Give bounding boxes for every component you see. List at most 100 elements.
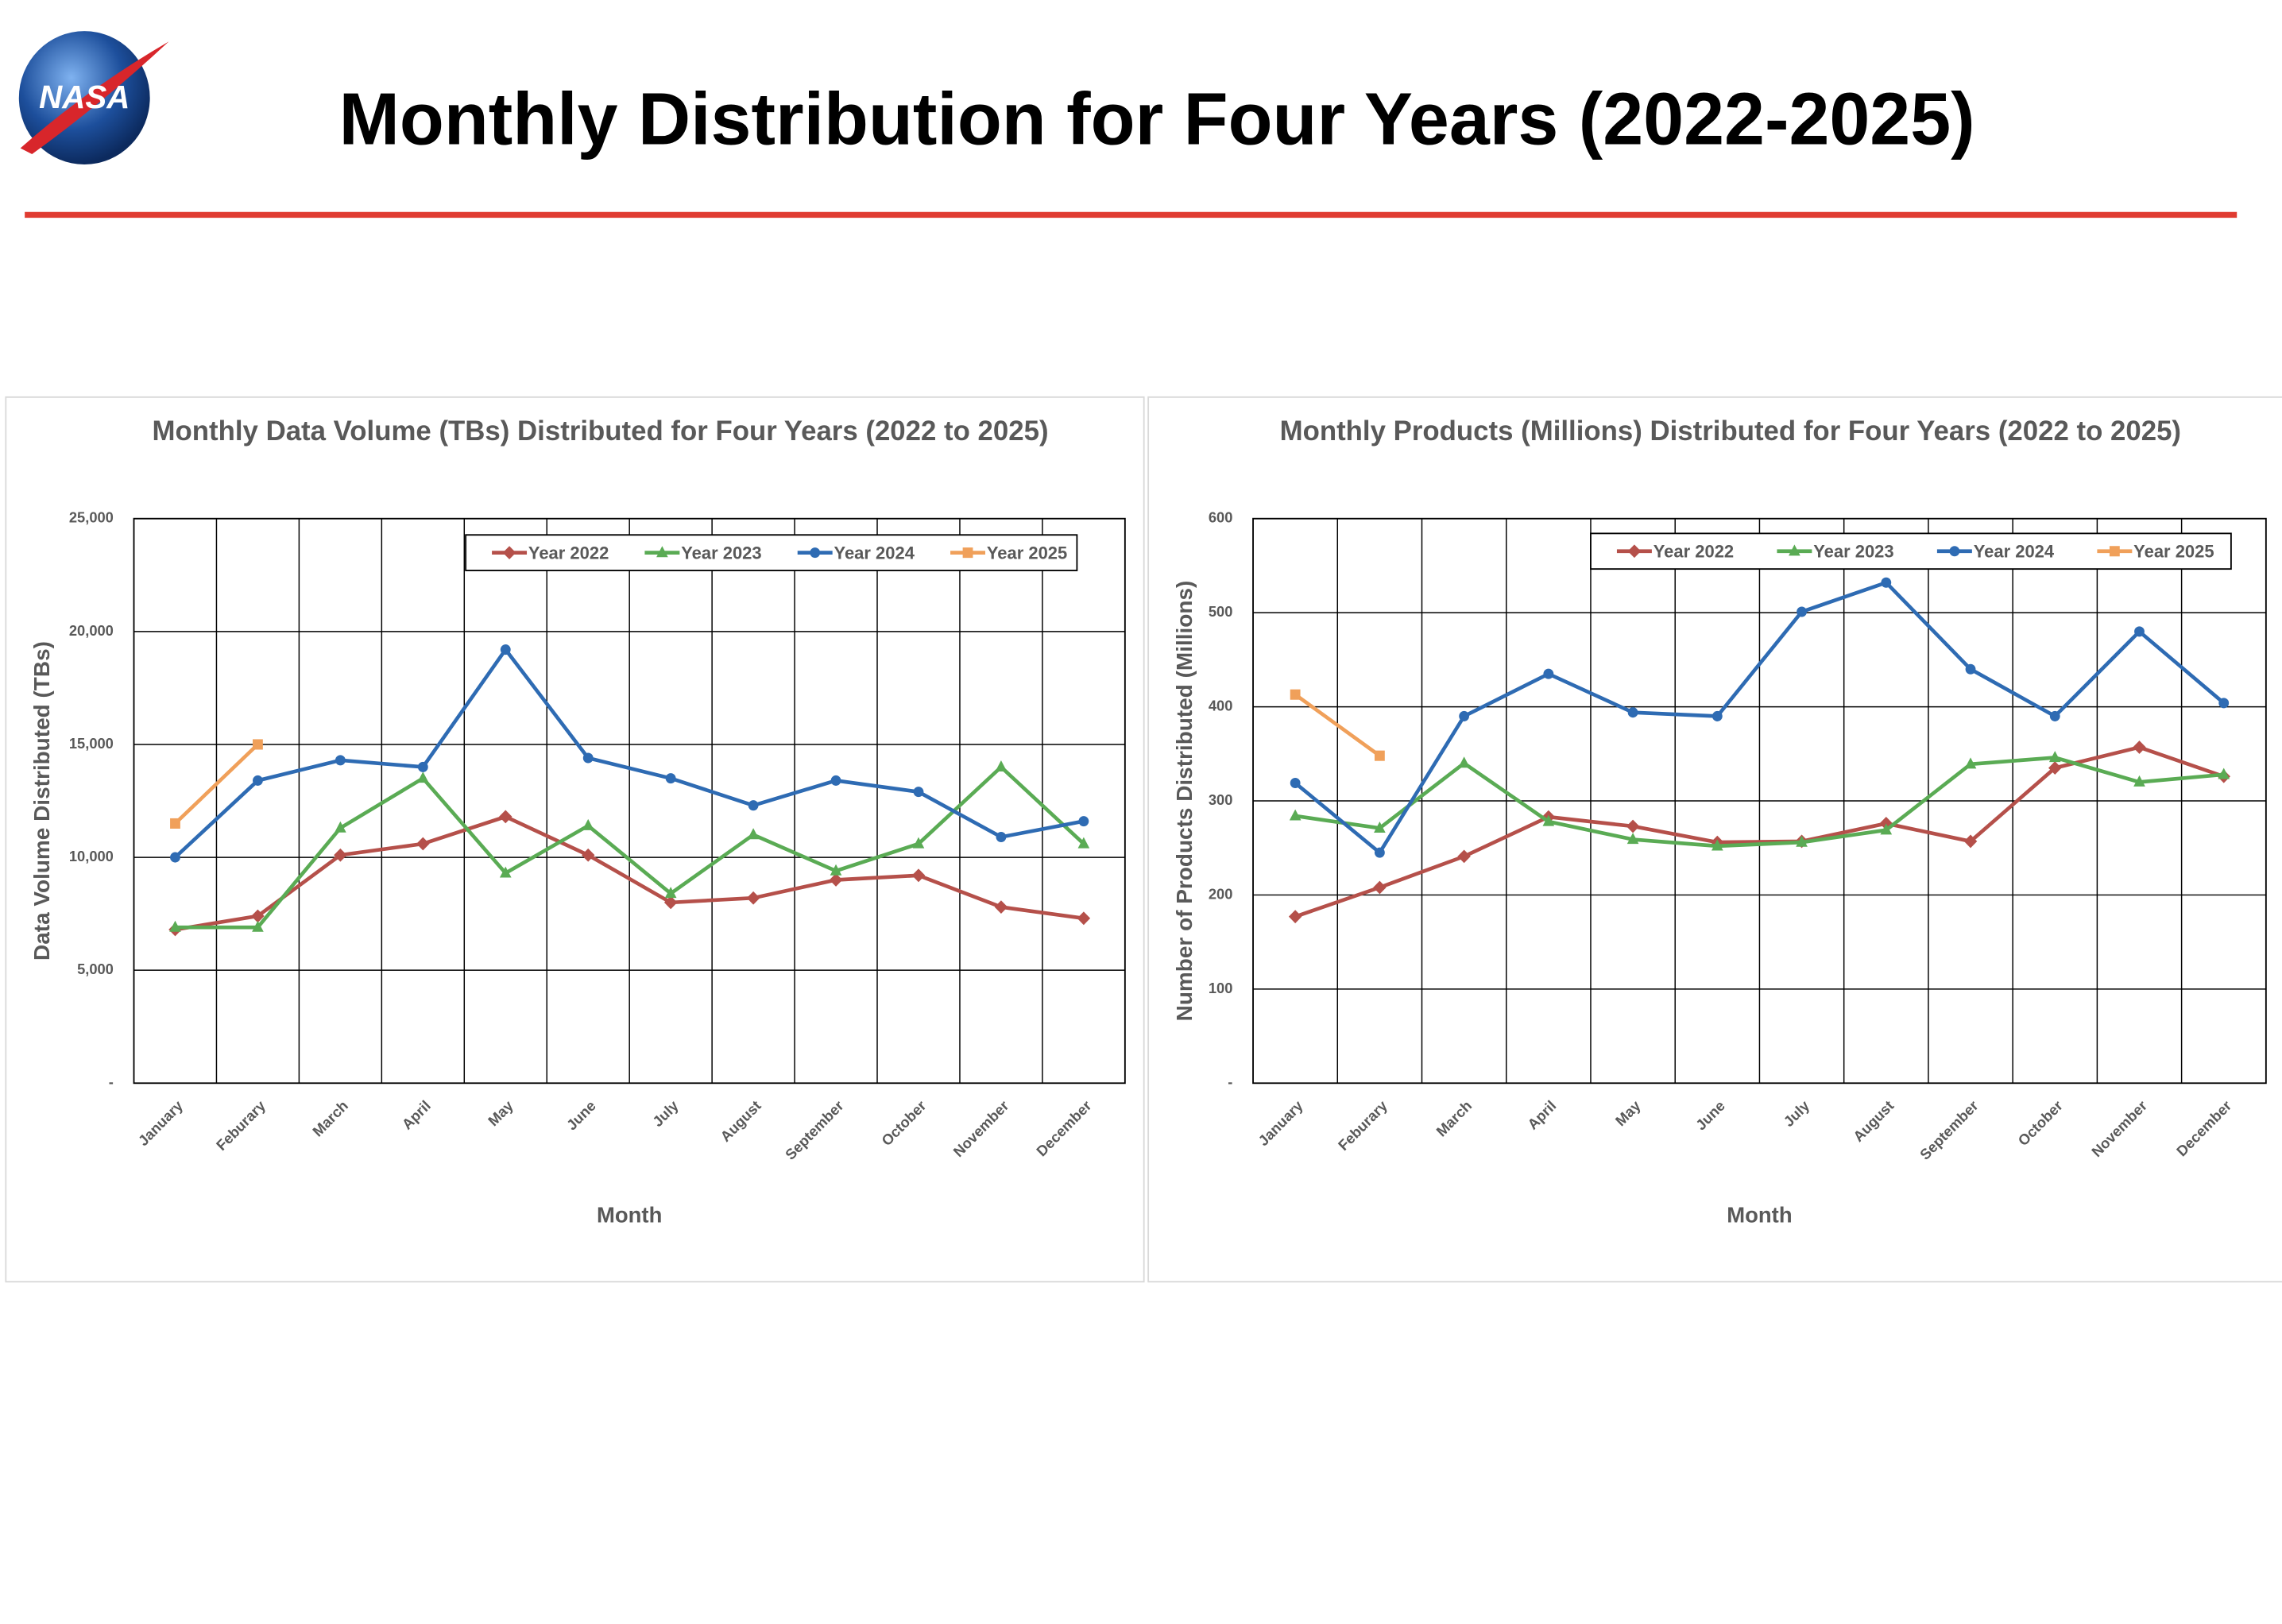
- y-tick-label: 200: [1209, 885, 1233, 902]
- marker: [746, 891, 760, 905]
- legend-label: Year 2025: [987, 543, 1067, 563]
- chart: Monthly Data Volume (TBs) Distributed fo…: [5, 396, 1145, 1283]
- y-tick-label: 10,000: [69, 848, 114, 864]
- marker: [335, 821, 346, 833]
- legend-label: Year 2023: [681, 543, 761, 563]
- legend-marker: [962, 547, 973, 559]
- marker: [748, 800, 759, 811]
- marker: [747, 828, 760, 840]
- series-line: [1294, 693, 1381, 758]
- slide-title: Monthly Distribution for Four Years (202…: [339, 77, 1975, 160]
- chart-title-box: Monthly Data Volume (TBs) Distributed fo…: [152, 416, 1049, 448]
- y-tick-label: 100: [1209, 980, 1233, 996]
- marker: [417, 761, 428, 772]
- marker: [1627, 707, 1638, 718]
- marker: [1288, 910, 1302, 924]
- legend-label: Year 2024: [834, 543, 915, 563]
- legend-marker: [1627, 544, 1642, 559]
- marker: [2134, 626, 2145, 637]
- series-line: [173, 646, 1085, 859]
- legend-label: Year 2024: [1974, 541, 2055, 561]
- series-line: [1294, 756, 2224, 849]
- marker: [499, 866, 512, 878]
- marker: [252, 920, 264, 932]
- marker: [1796, 835, 1808, 847]
- legend-marker: [656, 546, 668, 558]
- marker: [996, 831, 1007, 843]
- y-tick-label: 20,000: [69, 622, 114, 639]
- marker: [334, 848, 347, 862]
- y-tick-label: 15,000: [69, 735, 114, 752]
- marker: [1712, 839, 1723, 851]
- marker: [830, 775, 841, 786]
- marker: [2133, 775, 2145, 787]
- series-line: [175, 814, 1085, 932]
- series-line: [173, 743, 259, 826]
- marker: [2218, 768, 2230, 779]
- marker: [335, 755, 346, 766]
- marker: [1077, 837, 1090, 849]
- y-tick-label: 400: [1209, 697, 1233, 713]
- marker: [1963, 834, 1978, 849]
- legend: Year 2022 Year 2023 Year 2024 Year 2025: [1590, 532, 2232, 570]
- legend-marker: [1789, 544, 1800, 556]
- plot-border: [133, 517, 1126, 1085]
- marker: [1712, 710, 1723, 721]
- marker: [995, 760, 1008, 771]
- legend-label: Year 2025: [2133, 541, 2214, 561]
- marker: [2048, 761, 2062, 775]
- marker: [1374, 821, 1386, 833]
- marker: [1290, 689, 1301, 700]
- marker: [1542, 814, 1555, 826]
- chart-title: Monthly Products (Millions) Distributed …: [1279, 416, 2182, 448]
- marker: [1965, 663, 1976, 675]
- marker: [1457, 849, 1471, 864]
- marker: [170, 852, 180, 863]
- y-tick-label: 5,000: [77, 961, 114, 977]
- marker: [253, 739, 263, 750]
- marker: [1459, 710, 1470, 721]
- marker: [253, 775, 263, 786]
- marker: [582, 752, 594, 764]
- legend-marker: [1949, 546, 1960, 557]
- chart-title-box: Monthly Products (Millions) Distributed …: [1279, 416, 2182, 448]
- marker: [1290, 777, 1301, 789]
- marker: [664, 887, 677, 899]
- marker: [416, 771, 429, 783]
- chart-title: Monthly Data Volume (TBs) Distributed fo…: [152, 416, 1049, 448]
- legend-marker: [810, 547, 821, 559]
- legend-marker: [2109, 546, 2120, 557]
- marker: [1373, 880, 1387, 895]
- legend-label: Year 2022: [1653, 541, 1734, 561]
- marker: [913, 787, 924, 798]
- series-line: [1294, 745, 2225, 918]
- x-axis-title: Month: [1727, 1202, 1792, 1227]
- marker: [1077, 911, 1091, 926]
- y-tick-label: 600: [1209, 509, 1233, 526]
- marker: [500, 644, 511, 655]
- legend-marker: [502, 546, 516, 560]
- marker: [1374, 847, 1385, 858]
- marker: [1881, 577, 1892, 588]
- plot-border: [1252, 517, 2267, 1085]
- marker: [251, 909, 265, 923]
- marker: [582, 818, 594, 830]
- legend: Year 2022 Year 2023 Year 2024 Year 2025: [465, 534, 1078, 571]
- marker: [1880, 823, 1893, 835]
- marker: [1543, 668, 1554, 679]
- marker: [499, 810, 512, 824]
- series-line: [175, 764, 1085, 930]
- marker: [1078, 816, 1089, 827]
- y-tick-label: 25,000: [69, 509, 114, 526]
- y-tick-label: -: [109, 1073, 114, 1090]
- marker: [665, 773, 676, 784]
- y-axis-title: Data Volume Distributed (TBs): [29, 641, 54, 961]
- y-tick-label: 300: [1209, 791, 1233, 808]
- marker: [1964, 757, 1977, 769]
- marker: [2049, 710, 2060, 721]
- marker: [1458, 756, 1470, 768]
- marker: [1374, 750, 1385, 761]
- nasa-logo: NASA: [18, 31, 169, 165]
- marker: [830, 864, 842, 876]
